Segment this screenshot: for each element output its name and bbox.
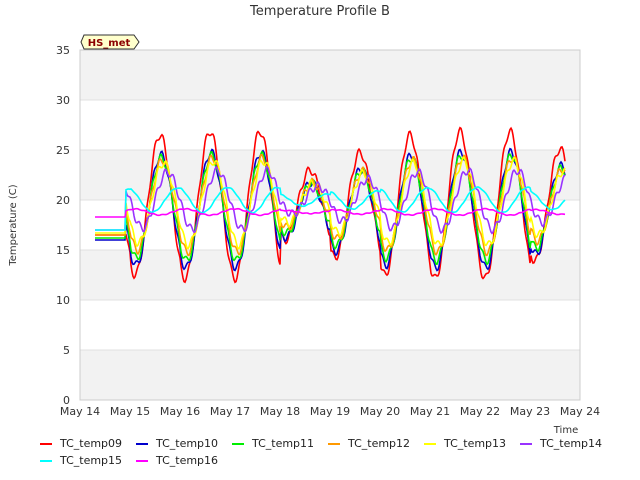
- y-tick-label: 15: [56, 244, 70, 257]
- x-tick-label: May 20: [360, 405, 400, 418]
- legend-item: TC_temp09: [40, 437, 136, 450]
- y-tick-label: 30: [56, 94, 70, 107]
- plot-frame: [79, 49, 581, 401]
- band: [80, 50, 580, 100]
- legend-swatch: [424, 442, 436, 445]
- legend-label: TC_temp13: [444, 437, 507, 450]
- x-tick-label: May 24: [560, 405, 600, 418]
- x-tick-label: May 22: [460, 405, 500, 418]
- band: [80, 250, 580, 300]
- legend-item: TC_temp16: [136, 454, 232, 467]
- series-line-TC_temp15: [95, 186, 566, 231]
- legend: TC_temp09 TC_temp10 TC_temp11 TC_temp12 TC_t…: [40, 435, 630, 469]
- x-tick-label: May 23: [510, 405, 550, 418]
- legend-label: TC_temp11: [252, 437, 315, 450]
- y-axis-ticks: 0 5 10 15 20 25 30 35: [56, 44, 70, 407]
- band: [80, 350, 580, 400]
- site-annotation-label: HS_met: [88, 38, 131, 49]
- band: [80, 100, 580, 150]
- series-line-TC_temp13: [95, 156, 566, 250]
- x-tick-label: May 19: [310, 405, 350, 418]
- legend-label: TC_temp14: [540, 437, 603, 450]
- legend-swatch: [328, 442, 340, 445]
- x-tick-label: May 17: [210, 405, 250, 418]
- x-tick-label: May 15: [110, 405, 150, 418]
- y-tick-label: 0: [63, 394, 70, 407]
- y-tick-label: 25: [56, 144, 70, 157]
- band: [80, 300, 580, 350]
- legend-swatch: [520, 442, 532, 445]
- series-line-TC_temp14: [95, 165, 566, 235]
- series-line-TC_temp16: [95, 207, 566, 218]
- y-axis-label: Temperature (C): [8, 184, 19, 266]
- legend-item: TC_temp12: [328, 437, 424, 450]
- series-lines: [95, 126, 566, 284]
- legend-swatch: [40, 459, 52, 462]
- y-tick-label: 35: [56, 44, 70, 57]
- x-axis-label: Time: [553, 425, 578, 436]
- legend-label: TC_temp15: [60, 454, 123, 467]
- y-tick-label: 20: [56, 194, 70, 207]
- x-tick-label: May 18: [260, 405, 300, 418]
- y-tick-label: 5: [63, 344, 70, 357]
- legend-label: TC_temp10: [156, 437, 219, 450]
- legend-label: TC_temp09: [60, 437, 123, 450]
- x-axis-ticks: May 14 May 15 May 16 May 17 May 18 May 19 May …: [60, 405, 600, 418]
- legend-item: TC_temp11: [232, 437, 328, 450]
- x-tick-label: May 21: [410, 405, 450, 418]
- legend-item: TC_temp14: [520, 437, 616, 450]
- y-tick-label: 10: [56, 294, 70, 307]
- site-annotation: HS_met: [80, 34, 140, 50]
- chart-title: Temperature Profile B: [249, 4, 390, 19]
- legend-swatch: [40, 442, 52, 445]
- legend-label: TC_temp12: [348, 437, 411, 450]
- x-tick-label: May 16: [160, 405, 200, 418]
- legend-swatch: [136, 442, 148, 445]
- x-tick-label: May 14: [60, 405, 100, 418]
- legend-swatch: [232, 442, 244, 445]
- legend-item: TC_temp10: [136, 437, 232, 450]
- legend-label: TC_temp16: [156, 454, 219, 467]
- legend-item: TC_temp13: [424, 437, 520, 450]
- legend-item: TC_temp15: [40, 454, 136, 467]
- legend-swatch: [136, 459, 148, 462]
